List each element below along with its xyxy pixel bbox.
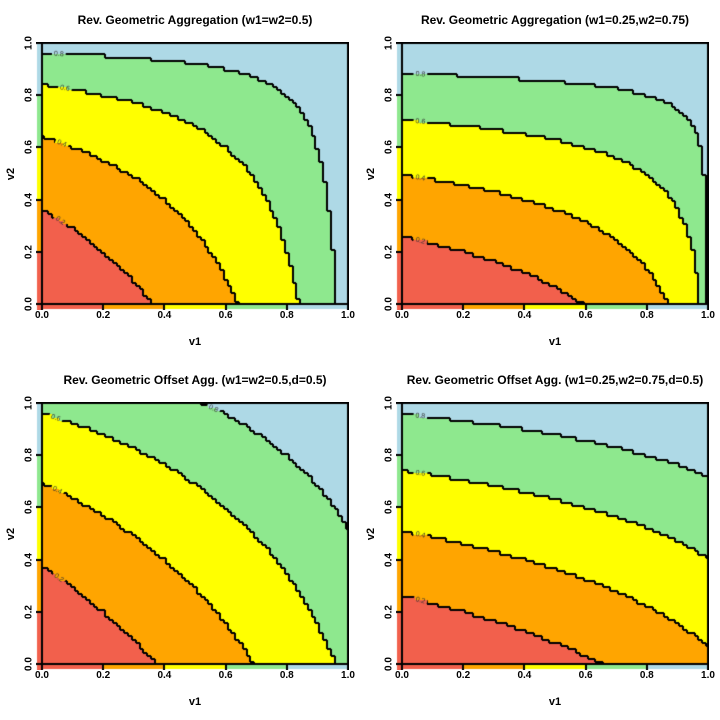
x-tick-label: 0.0 [35,310,49,321]
x-tick-label: 0.8 [279,310,294,321]
x-tick-label: 0.6 [578,310,593,321]
x-tick-label: 1.0 [341,670,355,681]
x-tick-label: 0.0 [395,310,409,321]
x-tick-label: 1.0 [701,670,715,681]
y-tick-label: 1.0 [23,396,35,410]
y-tick-label: 0.6 [23,500,35,515]
x-tick-label: 1.0 [341,310,355,321]
y-tick-label: 1.0 [23,36,35,50]
y-tick-label: 0.8 [383,448,395,463]
y-tick-label: 0.6 [383,500,395,515]
x-axis-label: v1 [548,336,562,348]
x-tick-label: 1.0 [701,310,715,321]
y-tick-label: 0.2 [23,604,35,619]
contour-plot-canvas [36,42,349,310]
y-tick-label: 0.4 [383,192,395,207]
x-tick-label: 0.0 [395,670,409,681]
x-tick-label: 0.6 [218,310,233,321]
x-tick-label: 0.0 [35,670,49,681]
x-tick-label: 0.4 [157,310,172,321]
x-tick-label: 0.2 [96,670,111,681]
x-axis-label: v1 [548,696,562,708]
x-tick-label: 0.8 [639,670,654,681]
y-tick-label: 0.0 [23,657,35,671]
x-axis-label: v1 [188,696,202,708]
y-axis-label: v2 [5,527,17,541]
y-axis-label: v2 [365,527,377,541]
x-tick-label: 0.8 [639,310,654,321]
x-tick-label: 0.6 [218,670,233,681]
x-tick-label: 0.4 [517,670,532,681]
y-tick-label: 0.2 [23,244,35,259]
panel-rev-geometric-offset-unequal-weights: Rev. Geometric Offset Agg. (w1=0.25,w2=0… [360,360,720,720]
x-tick-label: 0.6 [578,670,593,681]
y-axis-label: v2 [5,167,17,181]
y-tick-label: 0.0 [23,297,35,311]
panel-title: Rev. Geometric Aggregation (w1=w2=0.5) [77,13,313,27]
y-axis-label: v2 [365,167,377,181]
x-tick-label: 0.2 [456,310,471,321]
y-tick-label: 0.6 [383,140,395,155]
y-tick-label: 0.8 [23,88,35,103]
y-tick-label: 0.0 [383,297,395,311]
y-tick-label: 0.8 [23,448,35,463]
contour-plot-canvas [396,42,709,310]
y-tick-label: 0.4 [23,192,35,207]
contour-plot-canvas [36,402,349,670]
panel-title: Rev. Geometric Aggregation (w1=0.25,w2=0… [420,13,690,27]
x-tick-label: 0.2 [456,670,471,681]
y-tick-label: 0.0 [383,657,395,671]
x-tick-label: 0.4 [517,310,532,321]
x-tick-label: 0.4 [157,670,172,681]
panel-title: Rev. Geometric Offset Agg. (w1=w2=0.5,d=… [63,373,327,387]
y-tick-label: 1.0 [383,36,395,50]
panel-rev-geometric-equal-weights: Rev. Geometric Aggregation (w1=w2=0.5) v… [0,0,360,360]
x-tick-label: 0.8 [279,670,294,681]
panel-title: Rev. Geometric Offset Agg. (w1=0.25,w2=0… [406,373,704,387]
y-tick-label: 0.2 [383,604,395,619]
y-tick-label: 0.6 [23,140,35,155]
y-tick-label: 0.2 [383,244,395,259]
panel-rev-geometric-unequal-weights: Rev. Geometric Aggregation (w1=0.25,w2=0… [360,0,720,360]
y-tick-label: 0.4 [23,552,35,567]
panel-rev-geometric-offset-equal-weights: Rev. Geometric Offset Agg. (w1=w2=0.5,d=… [0,360,360,720]
y-tick-label: 0.4 [383,552,395,567]
x-axis-label: v1 [188,336,202,348]
x-tick-label: 0.2 [96,310,111,321]
y-tick-label: 0.8 [383,88,395,103]
y-tick-label: 1.0 [383,396,395,410]
contour-plot-canvas [396,402,709,670]
